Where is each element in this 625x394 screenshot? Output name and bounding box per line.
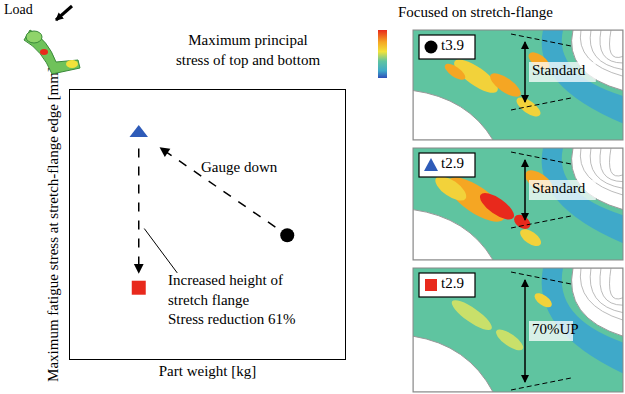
svg-text:Increased height ofstretch fla: Increased height ofstretch flangeStress …	[168, 272, 295, 327]
svg-text:Standard: Standard	[532, 62, 586, 78]
svg-text:Load: Load	[4, 2, 33, 17]
svg-text:Focused on stretch-flange: Focused on stretch-flange	[398, 4, 553, 20]
svg-text:stress of top and bottom: stress of top and bottom	[176, 52, 320, 68]
svg-text:Standard: Standard	[532, 180, 586, 196]
svg-text:Part weight [kg]: Part weight [kg]	[159, 363, 256, 379]
svg-text:70%UP: 70%UP	[532, 321, 579, 337]
svg-text:t2.9: t2.9	[441, 155, 464, 171]
svg-text:Maximum principal: Maximum principal	[188, 32, 308, 48]
svg-text:t2.9: t2.9	[441, 275, 464, 291]
svg-text:Maximum fatigue stress at stre: Maximum fatigue stress at stretch-flange…	[45, 67, 61, 382]
svg-text:t3.9: t3.9	[441, 37, 464, 53]
svg-text:Gauge down: Gauge down	[201, 159, 278, 175]
